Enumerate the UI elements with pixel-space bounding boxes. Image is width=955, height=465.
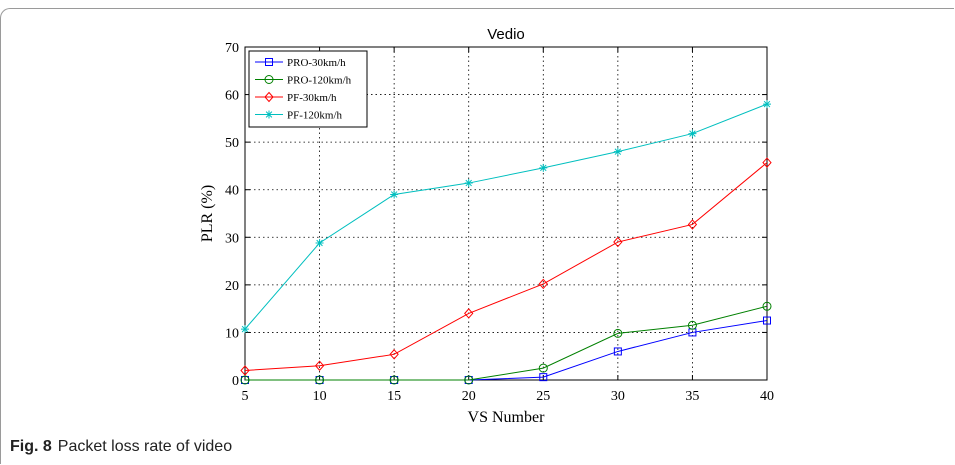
series-PF-30km/h <box>240 157 772 376</box>
data-point <box>389 375 399 385</box>
x-tick-label: 30 <box>611 389 625 404</box>
chart-title: Vedio <box>487 26 525 43</box>
x-tick-label: 35 <box>685 389 699 404</box>
legend-label: PRO-120km/h <box>287 75 352 87</box>
x-tick-label: 5 <box>242 389 249 404</box>
x-tick-label: 20 <box>462 389 476 404</box>
legend-item: PF-120km/h <box>255 110 343 122</box>
grid <box>245 47 767 380</box>
y-tick-label: 50 <box>225 136 239 151</box>
data-point <box>464 308 474 319</box>
data-point <box>762 157 772 168</box>
plot-area <box>244 46 768 381</box>
x-tick-label: 15 <box>387 389 401 404</box>
data-point <box>687 320 697 330</box>
data-point <box>762 301 772 311</box>
series-PF-120km/h <box>241 100 771 334</box>
legend-marker <box>265 110 273 119</box>
y-tick-label: 60 <box>225 89 239 104</box>
legend-item: PRO-30km/h <box>255 57 346 69</box>
x-tick-label: 25 <box>536 389 550 404</box>
data-point <box>613 347 622 356</box>
data-point <box>390 190 399 199</box>
series-line <box>244 103 768 330</box>
legend-item: PRO-120km/h <box>255 75 352 87</box>
figure-caption-text: Packet loss rate of video <box>57 438 233 455</box>
series-PRO-120km/h <box>240 301 772 385</box>
x-axis-label: VS Number <box>468 409 546 426</box>
y-axis-label: PLR (%) <box>199 185 216 242</box>
y-tick-label: 70 <box>225 41 239 56</box>
series-line <box>244 162 768 371</box>
data-point <box>613 328 623 338</box>
x-tick-label: 40 <box>760 389 774 404</box>
legend-marker <box>264 75 274 84</box>
data-point <box>763 100 771 109</box>
legend-marker <box>264 91 274 103</box>
y-tick-label: 30 <box>225 231 239 246</box>
x-tick-label: 10 <box>313 389 327 404</box>
figure-frame <box>0 8 954 464</box>
figure-label: Fig. 8 <box>10 438 52 455</box>
data-point <box>613 236 623 248</box>
legend: PRO-30km/h PRO-120km/h PF-30km/h PF-120km/h <box>248 50 368 128</box>
data-point <box>314 360 325 371</box>
y-tick-label: 20 <box>225 279 239 294</box>
data-point <box>538 278 548 290</box>
y-tick-label: 0 <box>232 374 239 389</box>
data-point <box>688 129 697 138</box>
data-point <box>613 147 622 156</box>
y-tick-label: 40 <box>225 184 239 199</box>
axis-ticks: 5 10 15 20 25 30 35 40 0 10 20 30 40 50 60 70 <box>225 41 774 404</box>
data-point <box>315 238 324 247</box>
legend-label: PF-120km/h <box>287 110 343 122</box>
data-point <box>240 365 250 376</box>
y-tick-label: 10 <box>225 326 239 341</box>
data-point <box>241 325 249 334</box>
legend-label: PRO-30km/h <box>287 57 346 69</box>
series-line <box>245 305 768 381</box>
series-PRO-30km/h <box>241 316 771 384</box>
data-point <box>389 349 399 360</box>
data-point <box>539 163 548 172</box>
data-point <box>464 179 473 188</box>
data-point <box>687 219 698 230</box>
figure-caption: Fig. 8 Packet loss rate of video <box>10 438 232 456</box>
data-point <box>763 316 771 325</box>
data-point <box>464 375 474 385</box>
data-point <box>539 373 548 382</box>
legend-label: PF-30km/h <box>287 92 337 104</box>
data-point <box>240 375 250 385</box>
legend-marker <box>265 58 273 66</box>
legend-item: PF-30km/h <box>255 91 337 104</box>
series-lines <box>240 100 772 385</box>
data-point <box>315 375 325 385</box>
data-point <box>538 363 548 373</box>
